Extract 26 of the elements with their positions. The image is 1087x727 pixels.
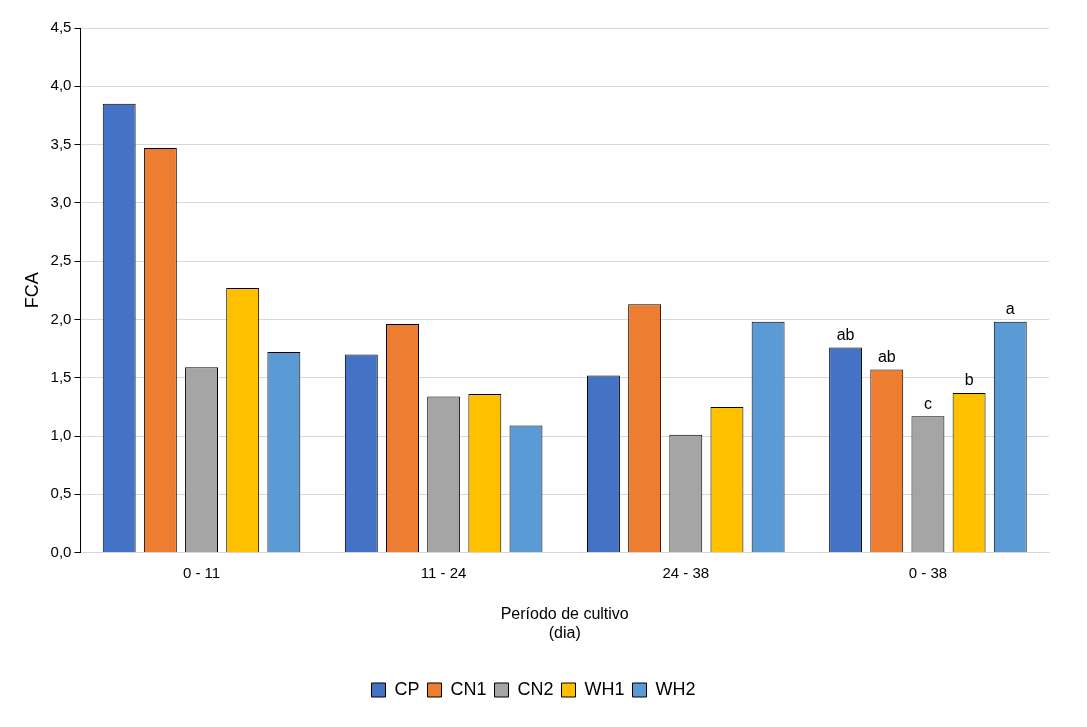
y-tick-label: 2,0 [50, 309, 72, 327]
x-tick-label: 11 - 24 [420, 563, 467, 581]
legend-label: CN2 [517, 678, 554, 699]
legend-label: WH1 [584, 678, 625, 699]
y-tick-label: 0,0 [50, 542, 72, 560]
y-tick-label: 0,5 [50, 484, 72, 502]
y-tick-label: 1,5 [50, 367, 72, 385]
y-tick-label: 4,0 [50, 76, 72, 94]
legend-label: WH2 [655, 678, 696, 699]
y-tick-label: 2,5 [50, 251, 72, 269]
x-axis-title: Período de cultivo (dia) [500, 604, 629, 641]
legend-label: CN1 [450, 678, 487, 699]
data-label: c [923, 394, 932, 412]
y-tick-label: 3,0 [50, 193, 72, 211]
x-tick-label: 0 - 38 [908, 563, 948, 581]
x-tick-label: 0 - 11 [182, 563, 221, 581]
data-label: ab [877, 347, 896, 365]
y-tick-label: 1,0 [50, 426, 72, 444]
y-axis-title: FCA [21, 272, 42, 309]
y-tick-label: 3,5 [50, 134, 72, 152]
x-tick-label: 24 - 38 [662, 563, 710, 581]
data-label: ab [836, 325, 855, 343]
legend-label: CP [394, 678, 420, 699]
data-label: b [964, 371, 974, 389]
y-tick-label: 4,5 [50, 18, 72, 36]
data-label: a [1005, 300, 1015, 318]
